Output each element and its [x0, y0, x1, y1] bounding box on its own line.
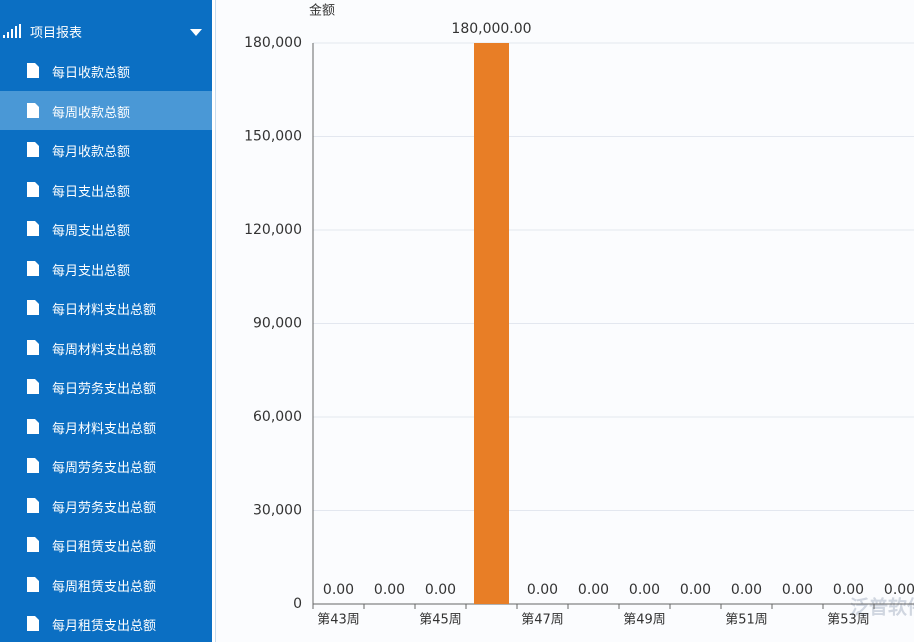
doc-icon	[27, 221, 39, 236]
menu-item[interactable]: 每周支出总额	[0, 209, 212, 248]
value-label: 0.00	[833, 582, 864, 598]
menu-item[interactable]: 每日收款总额	[0, 51, 212, 90]
x-tick-label: 第49周	[623, 613, 666, 628]
dropdown-arrow	[190, 29, 202, 36]
watermark: 泛普软件	[850, 596, 914, 619]
doc-icon	[27, 379, 39, 394]
chart-icon	[3, 24, 21, 38]
value-label: 0.00	[731, 582, 762, 598]
y-tick-label: 0	[293, 596, 302, 612]
bar	[474, 43, 509, 604]
y-tick-label: 150,000	[244, 129, 302, 145]
menu-item[interactable]: 每月劳务支出总额	[0, 486, 212, 525]
y-tick-label: 60,000	[253, 409, 302, 425]
menu-label: 每周收款总额	[52, 105, 131, 121]
doc-icon	[27, 102, 39, 118]
menu-item[interactable]: 每月收款总额	[0, 130, 212, 169]
x-tick-label: 第43周	[317, 613, 360, 628]
menu-item[interactable]: 每日劳务支出总额	[0, 367, 212, 406]
x-tick-label: 第53周	[827, 613, 870, 628]
doc-icon	[27, 458, 39, 473]
menu-item[interactable]: 每月支出总额	[0, 249, 212, 288]
menu-item[interactable]: 每日材料支出总额	[0, 288, 212, 327]
menu-label: 每周劳务支出总额	[52, 461, 157, 476]
separator	[212, 0, 216, 642]
menu-item[interactable]: 每周收款总额	[0, 90, 212, 130]
value-label: 0.00	[374, 582, 405, 598]
menu-label: 每月劳务支出总额	[52, 500, 157, 516]
menu-item[interactable]: 每周租赁支出总额	[0, 565, 212, 604]
doc-icon	[27, 300, 39, 315]
doc-icon	[27, 497, 39, 513]
menu-item[interactable]: 每日租赁支出总额	[0, 525, 212, 564]
sidebar-title: 项目报表	[30, 26, 83, 41]
value-label: 0.00	[629, 582, 660, 598]
sidebar: 项目报表 每日收款总额 每周收款总额 每月收款总额 每日支出总额 每周支出总额 每月支出总…	[0, 0, 212, 642]
doc-icon	[27, 181, 39, 197]
value-label: 0.00	[323, 582, 354, 598]
x-tick-label: 第51周	[725, 613, 768, 628]
menu-label: 每月材料支出总额	[52, 421, 157, 437]
value-label: 0.00	[425, 582, 456, 598]
chart: 金额 泛普软件 0 30,000 60,000 90,000 120,000 150,00…	[216, 0, 914, 642]
menu-label: 每日租赁支出总额	[52, 540, 157, 555]
doc-icon	[27, 616, 39, 631]
value-label: 0.00	[782, 582, 813, 598]
menu-item[interactable]: 每周材料支出总额	[0, 328, 212, 367]
value-label: 0.00	[884, 582, 914, 598]
menu-label: 每周材料支出总额	[52, 342, 157, 358]
doc-icon	[27, 63, 39, 78]
doc-icon	[27, 260, 39, 276]
sidebar-header[interactable]: 项目报表	[0, 12, 212, 50]
x-tick-label: 第47周	[521, 613, 564, 628]
menu-label: 每月租赁支出总额	[52, 619, 157, 634]
menu-label: 每日收款总额	[52, 66, 131, 81]
menu-label: 每月支出总额	[52, 263, 131, 279]
menu-label: 每周租赁支出总额	[52, 579, 157, 595]
doc-icon	[27, 142, 39, 157]
value-label: 0.00	[527, 582, 558, 598]
menu-label: 每日材料支出总额	[52, 303, 157, 318]
y-tick-label: 90,000	[253, 316, 302, 332]
doc-icon	[27, 576, 39, 592]
menu-item[interactable]: 每月租赁支出总额	[0, 604, 212, 643]
menu-label: 每日劳务支出总额	[52, 382, 157, 397]
x-tick-label: 第45周	[419, 613, 462, 628]
y-tick-label: 30,000	[253, 503, 302, 519]
value-label: 180,000.00	[451, 21, 531, 37]
y-tick-label: 180,000	[244, 35, 302, 51]
doc-icon	[27, 339, 39, 355]
doc-icon	[27, 537, 39, 552]
menu-label: 每日支出总额	[52, 184, 131, 200]
menu-item[interactable]: 每月材料支出总额	[0, 407, 212, 446]
value-label: 0.00	[680, 582, 711, 598]
menu-item[interactable]: 每日支出总额	[0, 170, 212, 209]
y-axis-title: 金额	[309, 3, 335, 19]
menu-label: 每月收款总额	[52, 145, 131, 160]
menu-item[interactable]: 每周劳务支出总额	[0, 446, 212, 485]
y-tick-label: 120,000	[244, 222, 302, 238]
menu-label: 每周支出总额	[52, 224, 131, 239]
value-label: 0.00	[578, 582, 609, 598]
doc-icon	[27, 418, 39, 434]
